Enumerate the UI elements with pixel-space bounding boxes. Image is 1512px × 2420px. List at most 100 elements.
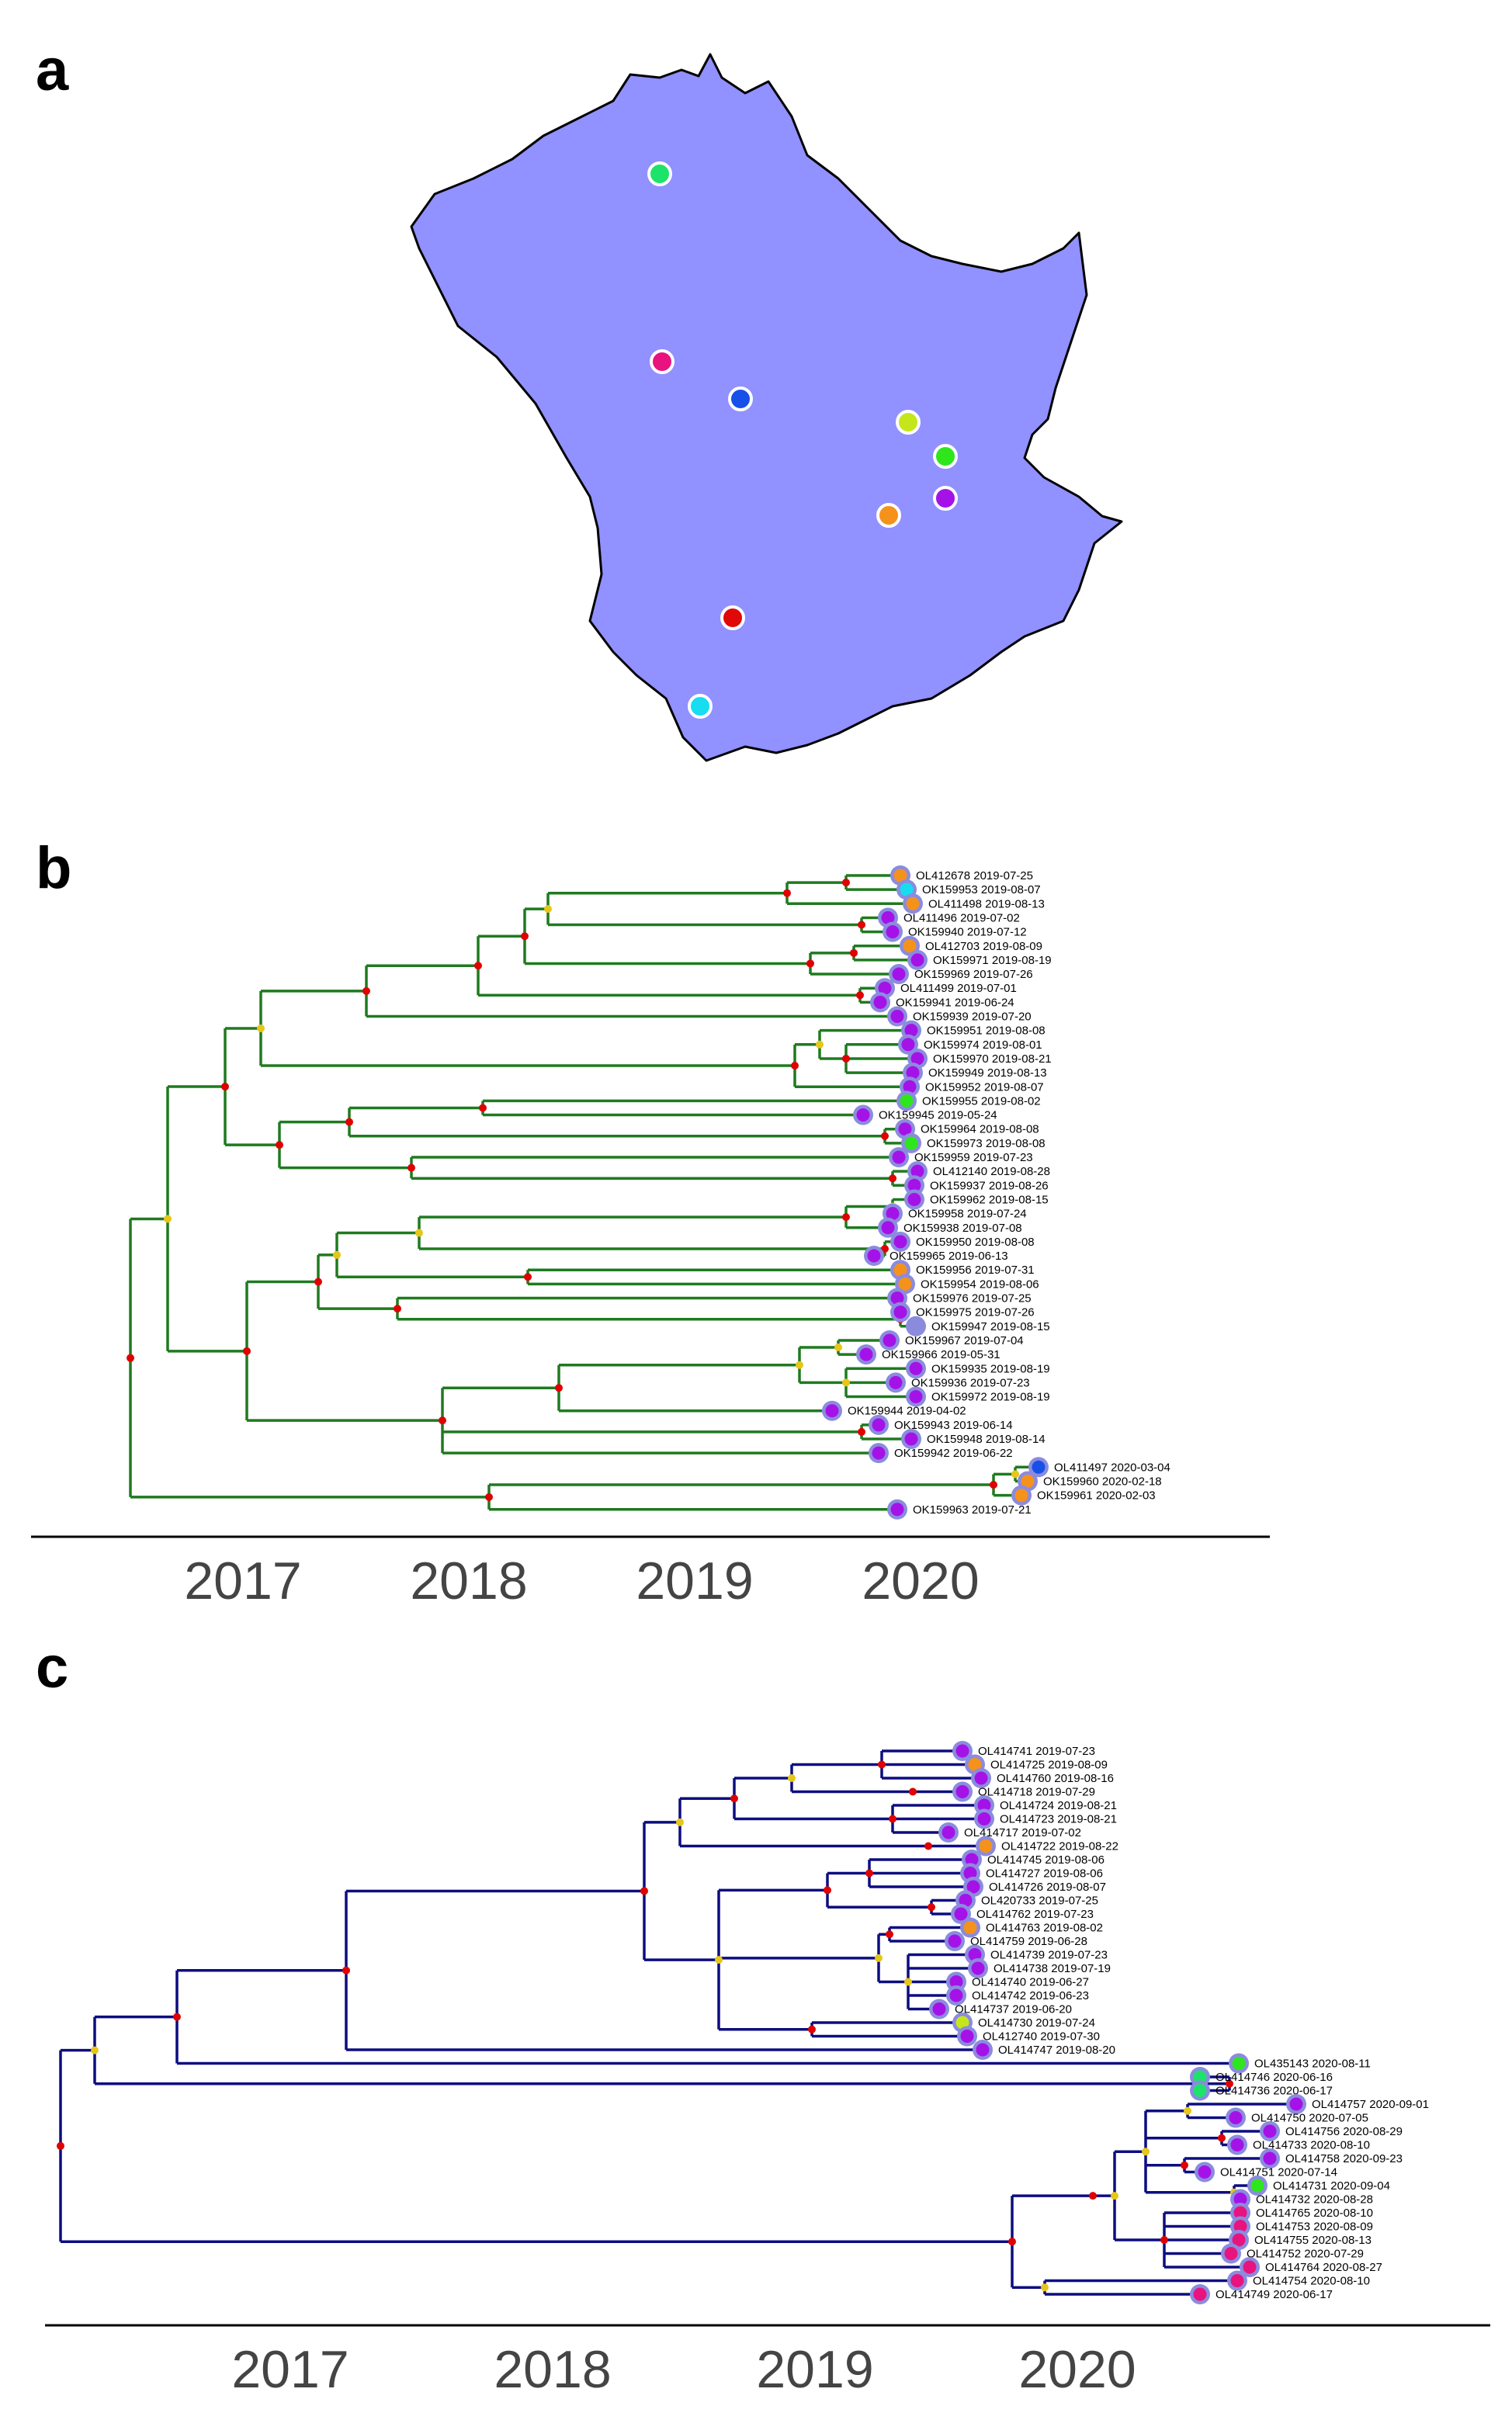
tree-c-tick-2019: 2019	[756, 2340, 873, 2399]
tip-marker	[872, 1446, 886, 1460]
tip-marker	[898, 1277, 912, 1291]
tree-node-support-dot	[394, 1305, 401, 1313]
tip-label: OL414754 2020-08-10	[1253, 2275, 1370, 2288]
tip-label: OK159937 2019-08-26	[930, 1179, 1049, 1192]
tip-label: OK159970 2019-08-21	[933, 1052, 1052, 1066]
tip-label: OL414746 2020-06-16	[1215, 2071, 1333, 2084]
tip-marker	[900, 882, 914, 896]
tip-label: OK159945 2019-05-24	[879, 1109, 997, 1122]
tip-label: OL435143 2020-08-11	[1254, 2058, 1371, 2071]
tip-label: OK159935 2019-08-19	[931, 1362, 1050, 1375]
tip-marker	[903, 939, 917, 953]
tip-label: OK159976 2019-07-25	[913, 1292, 1032, 1305]
tip-marker	[906, 896, 920, 910]
tip-label: OL414745 2019-08-06	[987, 1853, 1105, 1867]
tip-marker	[867, 1249, 881, 1263]
tree-node-support-dot	[858, 921, 865, 929]
tip-marker	[955, 1785, 969, 1798]
tip-marker	[968, 1948, 982, 1961]
tree-node-support-dot	[221, 1083, 229, 1091]
tip-label: OK159973 2019-08-08	[927, 1137, 1046, 1150]
tip-marker	[942, 1825, 955, 1839]
tree-node-support-dot	[676, 1818, 684, 1826]
tree-node-support-dot	[474, 962, 482, 970]
tree-node-support-dot	[1226, 2079, 1233, 2088]
tree-node-support-dot	[1011, 1470, 1019, 1479]
tip-marker	[856, 1108, 870, 1122]
tip-label: OL412678 2019-07-25	[916, 869, 1033, 882]
tree-node-support-dot	[243, 1347, 251, 1355]
tree-node-support-dot	[858, 1427, 865, 1436]
tip-marker	[974, 1771, 988, 1785]
tree-node-support-dot	[824, 1886, 831, 1895]
tip-label: OK159949 2019-08-13	[928, 1066, 1047, 1080]
tip-label: OL414763 2019-08-02	[986, 1922, 1103, 1935]
tip-label: OL414737 2019-06-20	[955, 2003, 1072, 2016]
tip-marker	[1021, 1474, 1035, 1488]
tree-node-support-dot	[1181, 2161, 1188, 2169]
tip-marker	[977, 1812, 991, 1825]
tip-label: OK159944 2019-04-02	[848, 1405, 966, 1418]
tree-node-support-dot	[439, 1416, 446, 1425]
tip-marker	[907, 1192, 921, 1206]
tree-node-support-dot	[881, 1132, 889, 1140]
tip-label: OK159954 2019-08-06	[921, 1278, 1039, 1291]
tree-node-support-dot	[865, 1869, 873, 1877]
tip-label: OL414741 2019-07-23	[978, 1745, 1095, 1758]
tip-label: OL414751 2020-07-14	[1220, 2166, 1337, 2179]
tree-node-support-dot	[1008, 2238, 1016, 2246]
map-site-marker	[876, 503, 901, 528]
tip-label: OK159974 2019-08-01	[924, 1038, 1042, 1052]
tree-b-nodes	[127, 879, 1019, 1501]
tip-label: OK159967 2019-07-04	[905, 1334, 1024, 1347]
tip-marker	[909, 1390, 923, 1404]
tree-node-support-dot	[850, 948, 858, 957]
tip-label: OK159962 2019-08-15	[930, 1193, 1049, 1206]
tip-label: OL414750 2020-07-05	[1251, 2112, 1368, 2125]
tree-node-support-dot	[808, 2025, 816, 2033]
tip-label: OK159940 2019-07-12	[908, 926, 1027, 939]
tip-label: OK159960 2020-02-18	[1043, 1475, 1162, 1488]
tree-c-tick-2020: 2020	[1018, 2340, 1136, 2399]
tree-node-support-dot	[816, 1040, 824, 1049]
tip-label: OL412740 2019-07-30	[983, 2030, 1100, 2044]
tip-label: OK159943 2019-06-14	[894, 1419, 1013, 1432]
tip-marker	[1230, 2274, 1244, 2287]
tip-label: OL414725 2019-08-09	[990, 1759, 1108, 1772]
tree-node-support-dot	[1089, 2192, 1097, 2200]
tip-marker	[1224, 2247, 1238, 2260]
tree-node-support-dot	[524, 1273, 532, 1281]
tree-node-support-dot	[783, 889, 791, 897]
tree-c-tick-2017: 2017	[231, 2340, 349, 2399]
map-site-marker	[933, 486, 958, 511]
tip-label: OK159936 2019-07-23	[911, 1376, 1030, 1389]
tip-label: OL414723 2019-08-21	[1000, 1813, 1117, 1826]
tip-marker	[886, 1207, 900, 1221]
tip-marker	[901, 1038, 915, 1052]
tree-node-support-dot	[806, 959, 814, 968]
tip-marker	[890, 1010, 904, 1023]
tree-node-support-dot	[1111, 2192, 1118, 2200]
tree-c-tick-2018: 2018	[494, 2340, 611, 2399]
tip-label: OL414736 2020-06-17	[1215, 2085, 1333, 2098]
tip-marker	[881, 1221, 895, 1235]
tree-b-tick-2020: 2020	[862, 1552, 979, 1610]
map-site-marker	[728, 387, 753, 411]
tip-marker	[963, 1921, 977, 1934]
tip-label: OL411497 2020-03-04	[1054, 1461, 1170, 1474]
tip-label: OL414764 2020-08-27	[1265, 2261, 1382, 2274]
tip-marker	[1193, 2084, 1207, 2097]
tree-node-support-dot	[928, 1903, 935, 1912]
tree-node-support-dot	[314, 1278, 322, 1286]
tree-node-support-dot	[889, 1174, 896, 1183]
tip-marker	[1032, 1460, 1046, 1474]
tip-marker	[949, 1975, 963, 1988]
tip-marker	[1014, 1489, 1028, 1503]
tip-marker	[909, 1361, 923, 1375]
tip-marker	[881, 910, 895, 924]
tree-node-support-dot	[788, 1774, 796, 1782]
tip-marker	[955, 2016, 969, 2030]
